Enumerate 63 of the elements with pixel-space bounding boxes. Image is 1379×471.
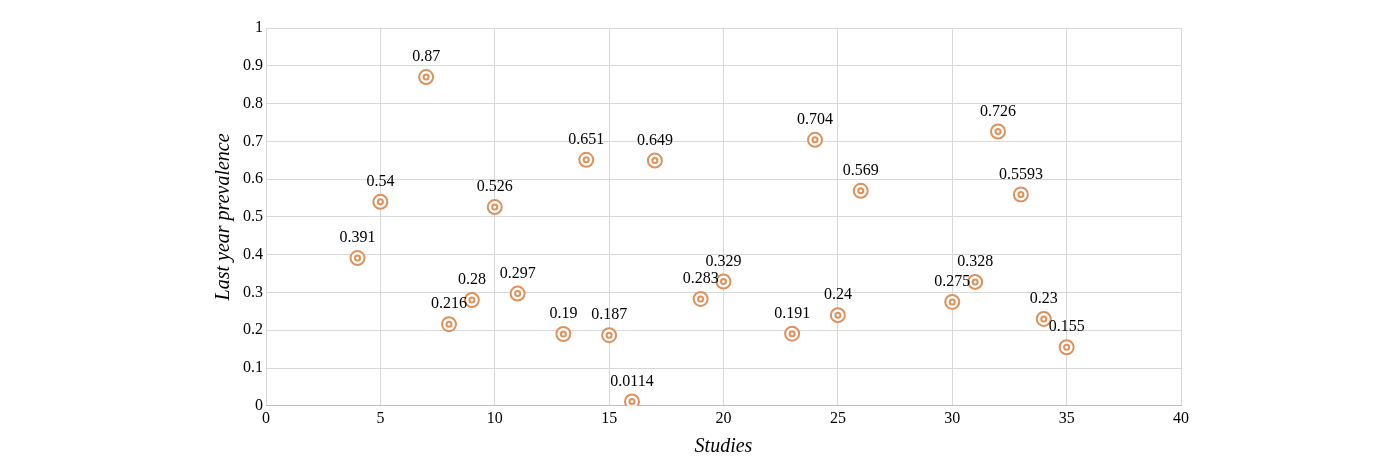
- point: [601, 327, 618, 344]
- point: [807, 131, 823, 148]
- data-label: 0.5593: [998, 164, 1043, 182]
- data-label: 0.328: [957, 252, 994, 270]
- y-tick-label: 0.1: [243, 358, 263, 376]
- x-tick-label: 40: [1173, 408, 1189, 426]
- x-tick-label: 35: [1058, 408, 1075, 426]
- point: [441, 316, 457, 333]
- data-label: 0.19: [549, 304, 578, 322]
- point: [692, 290, 709, 307]
- data-label: 0.28: [457, 270, 486, 288]
- y-tick-label: 0: [255, 396, 263, 413]
- data-label: 0.391: [339, 228, 376, 246]
- data-label: 0.191: [774, 303, 811, 321]
- y-axis-title: Last year prevalence: [211, 133, 235, 302]
- data-label: 0.283: [682, 269, 719, 287]
- point: [1012, 186, 1029, 203]
- data-label: 0.87: [412, 47, 441, 65]
- point: [578, 151, 595, 168]
- data-label: 0.726: [980, 101, 1016, 119]
- x-tick-label: 30: [944, 408, 961, 426]
- data-label: 0.649: [636, 130, 673, 148]
- point: [418, 69, 435, 86]
- point: [944, 293, 961, 310]
- y-tick-label: 0.8: [243, 93, 263, 111]
- point: [349, 250, 366, 267]
- point: [784, 325, 801, 342]
- data-label: 0.54: [366, 171, 395, 189]
- data-label: 0.0114: [610, 371, 654, 389]
- y-tick-label: 0.5: [243, 207, 263, 225]
- point: [486, 199, 503, 216]
- x-axis-title: Studies: [694, 434, 753, 457]
- y-tick-label: 0.3: [243, 282, 263, 300]
- x-tick-label: 25: [829, 408, 846, 426]
- y-tick-label: 1: [255, 18, 263, 36]
- point: [852, 182, 869, 199]
- data-label: 0.704: [797, 110, 833, 128]
- point: [990, 123, 1006, 140]
- data-label: 0.329: [705, 251, 742, 269]
- point: [1058, 339, 1075, 356]
- data-label: 0.651: [568, 130, 605, 148]
- y-tick-label: 0.4: [243, 244, 263, 262]
- point: [509, 285, 526, 302]
- y-tick-label: 0.7: [243, 131, 263, 149]
- data-label: 0.526: [476, 177, 513, 195]
- x-tick-label: 15: [601, 408, 618, 426]
- point: [555, 326, 572, 343]
- point: [829, 307, 846, 324]
- data-label: 0.216: [431, 294, 467, 312]
- point: [372, 193, 389, 210]
- data-label: 0.569: [842, 161, 879, 179]
- data-label: 0.24: [823, 285, 852, 303]
- x-tick-label: 5: [376, 408, 385, 426]
- y-tick-label: 0.2: [243, 320, 263, 338]
- point: [646, 152, 663, 169]
- data-label: 0.155: [1048, 317, 1085, 335]
- data-label: 0.187: [591, 305, 628, 323]
- data-label: 0.297: [499, 263, 536, 281]
- data-label: 0.23: [1029, 289, 1058, 307]
- y-tick-label: 0.9: [243, 55, 263, 73]
- y-tick-label: 0.6: [243, 169, 263, 187]
- x-tick-label: 20: [715, 408, 732, 426]
- x-tick-label: 10: [486, 408, 503, 426]
